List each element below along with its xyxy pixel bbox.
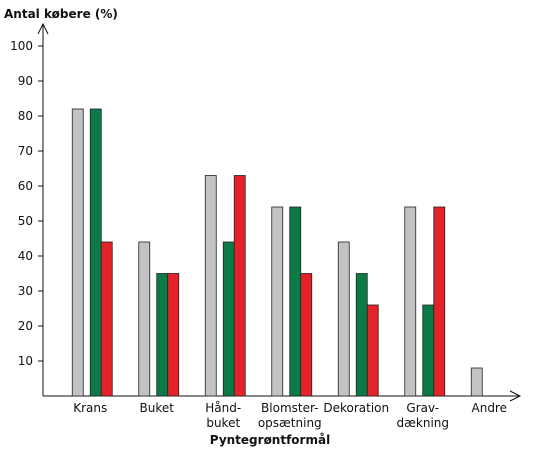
- y-tick-label: 30: [18, 284, 33, 298]
- bar: [71, 108, 84, 397]
- y-tick-label: 80: [18, 109, 33, 123]
- x-tick-label: Hånd-buket: [205, 401, 241, 430]
- bar: [89, 108, 102, 397]
- y-tick-label: 50: [18, 214, 33, 228]
- y-tick-label: 40: [18, 249, 33, 263]
- x-tick-label: Blomster-opsætning: [258, 401, 322, 430]
- bar: [300, 273, 313, 397]
- y-axis-label: Antal købere (%): [4, 7, 118, 21]
- x-tick-label: Grav-dækning: [396, 401, 449, 430]
- x-tick-label: Krans: [73, 401, 107, 415]
- bar: [337, 241, 350, 397]
- y-arrow: [37, 22, 49, 35]
- bar: [470, 367, 483, 397]
- bar: [404, 206, 417, 397]
- bar: [156, 273, 169, 397]
- y-tick-label: 10: [18, 354, 33, 368]
- bar: [422, 304, 435, 397]
- bar: [204, 175, 217, 397]
- y-tick-label: 90: [18, 74, 33, 88]
- bar: [355, 273, 368, 397]
- x-tick-label: Buket: [140, 401, 175, 415]
- bar: [167, 273, 180, 397]
- bar: [233, 175, 246, 397]
- x-arrow: [509, 390, 522, 402]
- bar: [289, 206, 302, 397]
- x-tick-label: Andre: [472, 401, 507, 415]
- bar: [138, 241, 151, 397]
- y-tick-label: 60: [18, 179, 33, 193]
- y-tick-label: 100: [10, 39, 33, 53]
- x-tick-label: Dekoration: [323, 401, 389, 415]
- y-tick-label: 70: [18, 144, 33, 158]
- bar: [433, 206, 446, 397]
- y-tick-label: 20: [18, 319, 33, 333]
- x-axis-label: Pyntegrøntformål: [210, 433, 330, 447]
- bar: [271, 206, 284, 397]
- bar: [366, 304, 379, 397]
- bar: [222, 241, 235, 397]
- bar: [100, 241, 113, 397]
